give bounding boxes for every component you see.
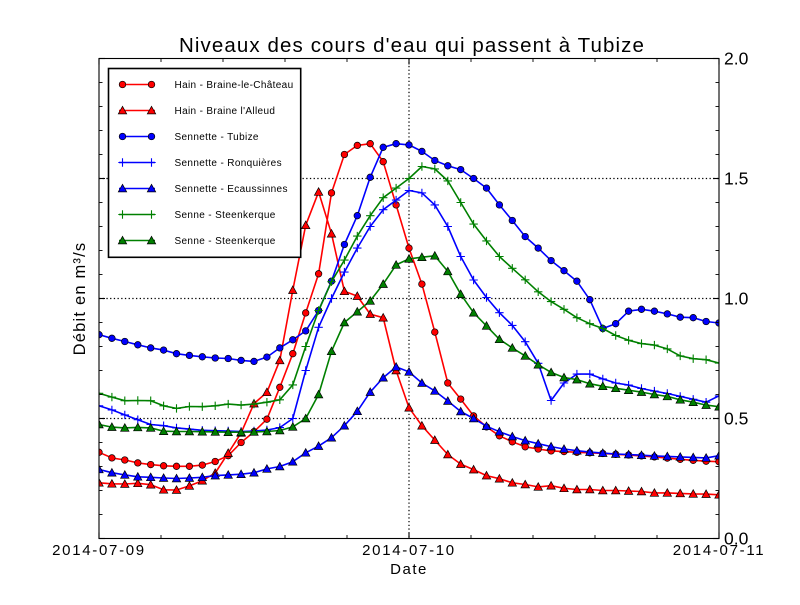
- svg-text:0.5: 0.5: [724, 409, 748, 429]
- svg-text:Niveaux des cours d'eau qui pa: Niveaux des cours d'eau qui passent à Tu…: [179, 34, 645, 57]
- svg-text:1.0: 1.0: [724, 289, 749, 309]
- svg-text:2014-07-11: 2014-07-11: [673, 542, 766, 559]
- svg-text:Sennette - Ronquières: Sennette - Ronquières: [175, 158, 282, 169]
- svg-text:Sennette - Ecaussinnes: Sennette - Ecaussinnes: [175, 184, 288, 195]
- svg-text:2014-07-10: 2014-07-10: [362, 542, 456, 559]
- svg-text:Hain - Braine-le-Château: Hain - Braine-le-Château: [175, 80, 294, 91]
- svg-text:Date: Date: [390, 561, 428, 578]
- svg-text:Débit en m³/s: Débit en m³/s: [71, 242, 89, 356]
- svg-text:Sennette - Tubize: Sennette - Tubize: [175, 132, 259, 143]
- svg-text:Hain - Braine l'Alleud: Hain - Braine l'Alleud: [175, 106, 276, 117]
- svg-text:0.0: 0.0: [724, 529, 749, 549]
- svg-text:Senne - Steenkerque: Senne - Steenkerque: [175, 236, 276, 247]
- svg-text:1.5: 1.5: [724, 169, 748, 189]
- svg-text:Senne - Steenkerque: Senne - Steenkerque: [175, 210, 276, 221]
- svg-text:2.0: 2.0: [724, 49, 749, 69]
- svg-text:2014-07-09: 2014-07-09: [52, 542, 146, 559]
